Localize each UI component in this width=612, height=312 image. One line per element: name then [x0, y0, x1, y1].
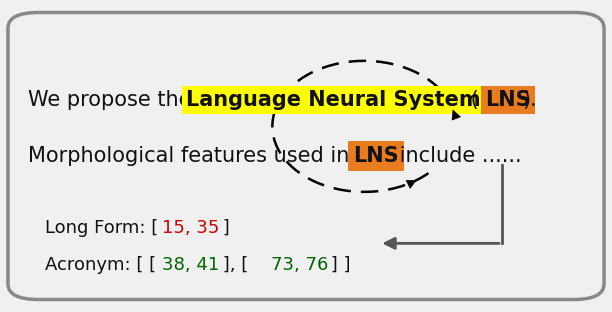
Text: include ......: include ......: [394, 146, 522, 166]
Text: 38, 41: 38, 41: [162, 256, 220, 274]
Text: Language Neural System: Language Neural System: [186, 90, 481, 110]
Text: ] ]: ] ]: [325, 256, 350, 274]
Text: Long Form: [: Long Form: [: [45, 219, 164, 237]
FancyBboxPatch shape: [8, 12, 604, 300]
Text: Morphological features used in: Morphological features used in: [28, 146, 356, 166]
Text: LNS: LNS: [353, 146, 398, 166]
Text: Acronym: [ [: Acronym: [ [: [45, 256, 162, 274]
Text: ], [: ], [: [217, 256, 253, 274]
Text: LNS: LNS: [485, 90, 531, 110]
Text: 15, 35: 15, 35: [162, 219, 220, 237]
Text: ]: ]: [217, 219, 230, 237]
Text: 73, 76: 73, 76: [271, 256, 328, 274]
Text: ).: ).: [523, 90, 537, 110]
Text: (: (: [465, 90, 479, 110]
Text: We propose the: We propose the: [28, 90, 198, 110]
